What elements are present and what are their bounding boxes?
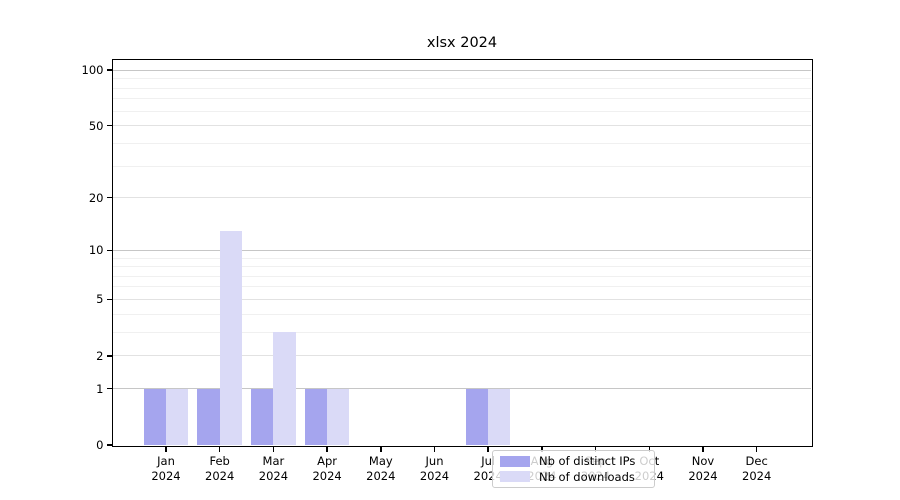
bar-downloads-mar-2024 <box>273 332 296 445</box>
x-tick-mark-oct-2024 <box>648 446 651 452</box>
x-tick-label-month: Apr <box>317 454 338 468</box>
x-tick-mark-jan-2024 <box>165 446 167 452</box>
legend-label: Nb of downloads <box>539 469 635 484</box>
y-tick-mark-20 <box>106 196 112 199</box>
y-tick-mark-5 <box>106 298 112 301</box>
x-tick-label-year: 2024 <box>151 469 181 483</box>
y-tick-label-0: 0 <box>96 438 104 452</box>
x-tick-label-mar-2024: Mar 2024 <box>241 454 305 484</box>
x-tick-mark-mar-2024 <box>272 446 275 452</box>
x-tick-label-month: Nov <box>691 454 715 468</box>
y-tick-label-50: 50 <box>88 118 104 133</box>
bar-downloads-feb-2024 <box>219 230 242 445</box>
bar-distinct-ips-jul-2024 <box>465 388 489 445</box>
x-tick-label-month: May <box>368 454 393 468</box>
x-tick-label-may-2024: May 2024 <box>349 454 413 484</box>
x-tick-mark-nov-2024 <box>702 446 704 452</box>
legend-swatch-icon <box>500 471 530 483</box>
bar-distinct-ips-mar-2024 <box>251 388 274 445</box>
bar-downloads-apr-2024 <box>327 388 350 445</box>
x-tick-label-year: 2024 <box>312 469 342 483</box>
x-tick-mark-jun-2024 <box>433 446 436 452</box>
gridline-y-40 <box>113 142 811 144</box>
y-tick-mark-50 <box>106 124 112 127</box>
gridline-y-60 <box>113 110 811 112</box>
x-tick-mark-may-2024 <box>380 446 382 452</box>
x-tick-label-jan-2024: Jan 2024 <box>134 454 198 484</box>
x-tick-label-feb-2024: Feb 2024 <box>188 454 252 484</box>
bar-distinct-ips-jan-2024 <box>143 388 166 445</box>
legend-item-downloads: Nb of downloads <box>500 470 647 484</box>
gridline-y-10 <box>113 249 811 251</box>
x-tick-label-year: 2024 <box>742 469 772 483</box>
gridline-y-100 <box>113 69 811 71</box>
x-tick-label-month: Feb <box>209 454 230 468</box>
bar-downloads-jan-2024 <box>166 388 189 445</box>
x-tick-mark-aug-2024 <box>541 446 543 452</box>
y-tick-label-5: 5 <box>96 292 104 307</box>
x-tick-label-apr-2024: Apr 2024 <box>295 454 359 484</box>
x-tick-label-year: 2024 <box>258 469 289 483</box>
gridline-y-1 <box>113 388 811 390</box>
x-tick-label-month: Jun <box>425 454 444 468</box>
x-tick-label-month: Dec <box>745 454 768 468</box>
bar-downloads-jul-2024 <box>488 388 511 445</box>
x-tick-label-year: 2024 <box>205 469 235 483</box>
gridline-y-90 <box>113 78 811 80</box>
gridline-y-3 <box>113 331 811 333</box>
y-tick-mark-1 <box>106 387 112 390</box>
legend-swatch-icon <box>500 455 530 467</box>
y-tick-label-10: 10 <box>88 243 104 258</box>
y-tick-label-2: 2 <box>96 348 104 363</box>
bar-distinct-ips-feb-2024 <box>197 388 220 445</box>
legend: Nb of distinct IPs Nb of downloads <box>492 450 655 488</box>
gridline-y-9 <box>113 257 811 259</box>
y-tick-label-100: 100 <box>81 63 104 78</box>
x-tick-mark-feb-2024 <box>218 446 221 452</box>
y-tick-mark-10 <box>106 249 112 251</box>
legend-item-distinct-ips: Nb of distinct IPs <box>500 454 647 468</box>
gridline-y-6 <box>113 286 811 288</box>
y-tick-mark-100 <box>106 69 112 71</box>
x-tick-mark-jul-2024 <box>487 446 489 452</box>
gridline-y-5 <box>113 298 811 300</box>
bar-distinct-ips-apr-2024 <box>304 388 328 445</box>
plot-area: Nb of distinct IPs Nb of downloads <box>111 58 813 488</box>
gridline-y-20 <box>113 197 811 199</box>
x-tick-label-jun-2024: Jun 2024 <box>403 454 467 484</box>
gridline-y-80 <box>113 87 811 89</box>
gridline-y-4 <box>113 313 811 315</box>
y-tick-mark-0 <box>106 444 112 446</box>
x-tick-label-month: Mar <box>262 454 285 468</box>
gridline-y-50 <box>113 125 811 127</box>
x-tick-label-month: Jan <box>157 454 175 468</box>
legend-label: Nb of distinct IPs <box>539 454 636 469</box>
x-tick-label-year: 2024 <box>366 469 396 483</box>
gridline-y-8 <box>113 266 811 268</box>
x-tick-mark-apr-2024 <box>326 446 328 452</box>
y-tick-label-20: 20 <box>88 190 104 205</box>
gridline-y-7 <box>113 275 811 277</box>
y-tick-mark-2 <box>106 355 112 357</box>
x-tick-label-month: Jul <box>481 454 496 468</box>
gridline-y-30 <box>113 165 811 167</box>
gridline-y-70 <box>113 98 811 100</box>
x-tick-mark-sep-2024 <box>594 446 597 452</box>
x-tick-label-dec-2024: Dec 2024 <box>725 454 789 484</box>
chart-title: xlsx 2024 <box>426 35 498 51</box>
x-tick-label-nov-2024: Nov 2024 <box>671 454 735 484</box>
x-tick-label-year: 2024 <box>419 469 450 483</box>
x-tick-label-year: 2024 <box>688 469 718 483</box>
x-tick-mark-dec-2024 <box>755 446 758 452</box>
y-tick-label-1: 1 <box>96 381 104 396</box>
gridline-y-2 <box>113 355 811 357</box>
